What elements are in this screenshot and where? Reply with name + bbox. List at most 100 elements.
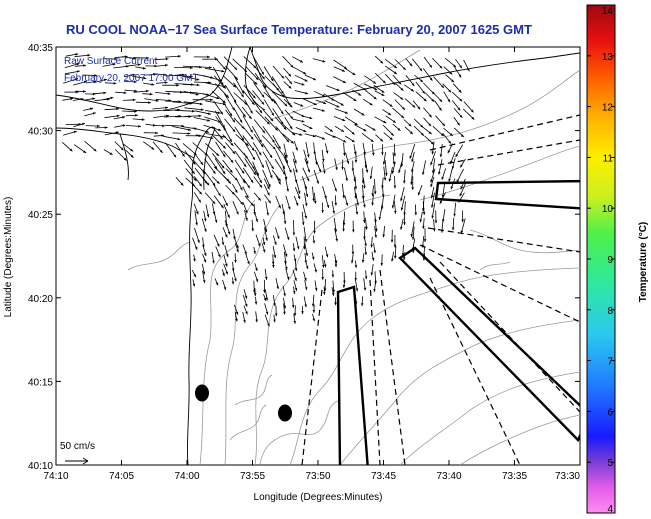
current-vector-head [83,64,86,67]
current-vector-head [411,187,414,190]
current-vector-head [438,107,442,111]
current-vector-head [290,140,294,144]
y-tick-label: 40:15 [28,377,53,388]
current-vector-head [408,123,412,127]
current-vector-head [231,268,235,272]
current-vector-head [181,73,185,77]
current-vector-head [262,130,265,134]
current-vector-head [146,56,149,60]
current-vector-head [453,64,456,68]
current-vector-head [234,189,238,193]
current-vector [225,168,238,181]
current-vector-head [323,292,326,295]
current-vector-head [428,123,432,127]
colorbar-tick-label: 13 [602,52,614,63]
current-vector [271,76,284,95]
current-vector-head [195,222,198,226]
current-vector-head [331,292,335,296]
current-vector [263,99,275,116]
current-vector [211,152,225,169]
plot-area [55,46,581,466]
current-vector [274,158,286,176]
current-vector [203,124,222,131]
overlay-line-1: Raw Surface Current [64,56,158,67]
current-vector-head [92,112,96,115]
current-vector-head [451,227,455,231]
current-vector-head [354,265,358,268]
current-vector-head [271,166,274,170]
bathymetry-contours [127,49,580,465]
current-vector-head [309,116,313,120]
current-vector [192,127,210,133]
current-vector-head [204,218,207,222]
current-vector-head [297,196,301,199]
current-vector-head [225,263,228,267]
current-vector-head [258,152,262,156]
current-vector [222,159,233,173]
current-vector-head [322,94,326,97]
current-vector-head [216,181,220,184]
current-vector-head [250,203,254,207]
current-vector-head [467,68,470,72]
current-vector-head [234,259,237,263]
current-vector [172,126,191,131]
current-vector-head [394,255,397,259]
current-vector-head [334,188,337,192]
current-vector-head [429,77,433,81]
current-vector-head [289,169,292,173]
current-vector-head [341,69,345,72]
current-vector [272,65,285,79]
current-vector-head [332,210,335,214]
current-vector-head [303,246,306,250]
current-vector [182,75,200,81]
current-vector-head [262,76,265,80]
current-vector-head [241,170,245,174]
current-vector-head [309,126,313,129]
current-vector [212,91,226,104]
current-vector-head [294,268,298,272]
current-vector [275,125,290,143]
current-vector-head [138,125,141,128]
current-vector [243,56,257,69]
current-vector [254,65,266,80]
current-vector-head [218,193,221,197]
current-vector-head [267,192,270,196]
current-vector-head [290,116,294,120]
current-vector [233,92,248,106]
current-vector-head [197,240,200,243]
current-vector-head [290,64,294,68]
current-vector-head [262,249,266,253]
current-vector-head [233,84,236,88]
current-vector-head [417,106,421,110]
current-vector-head [234,67,238,70]
current-vector-head [265,237,268,241]
current-vector-head [380,263,384,266]
current-vector [224,93,235,111]
current-vector-head [133,80,137,84]
current-vector-head [283,293,286,297]
current-vector-head [123,91,127,95]
current-vector-head [110,96,114,100]
current-vector-head [439,200,443,204]
current-vector-head [355,288,359,292]
current-vector-head [80,98,84,101]
current-vector-head [294,287,298,291]
current-vector-head [276,286,279,290]
current-vector-head [325,254,329,258]
current-vector-head [204,228,207,232]
x-tick-label: 74:10 [43,471,68,482]
current-vector-head [254,81,258,85]
current-vector-head [236,211,239,215]
current-vector-head [381,93,385,96]
current-vector-head [226,254,229,257]
x-tick-label: 73:50 [305,471,330,482]
current-vector-head [461,219,464,223]
current-vector-head [299,133,303,136]
current-vector-head [180,182,184,186]
current-vector [194,66,212,68]
current-vector-head [439,154,443,158]
current-vector-head [460,186,463,190]
coastline [56,47,580,465]
current-vector-head [221,165,225,169]
current-vector-head [255,77,259,80]
